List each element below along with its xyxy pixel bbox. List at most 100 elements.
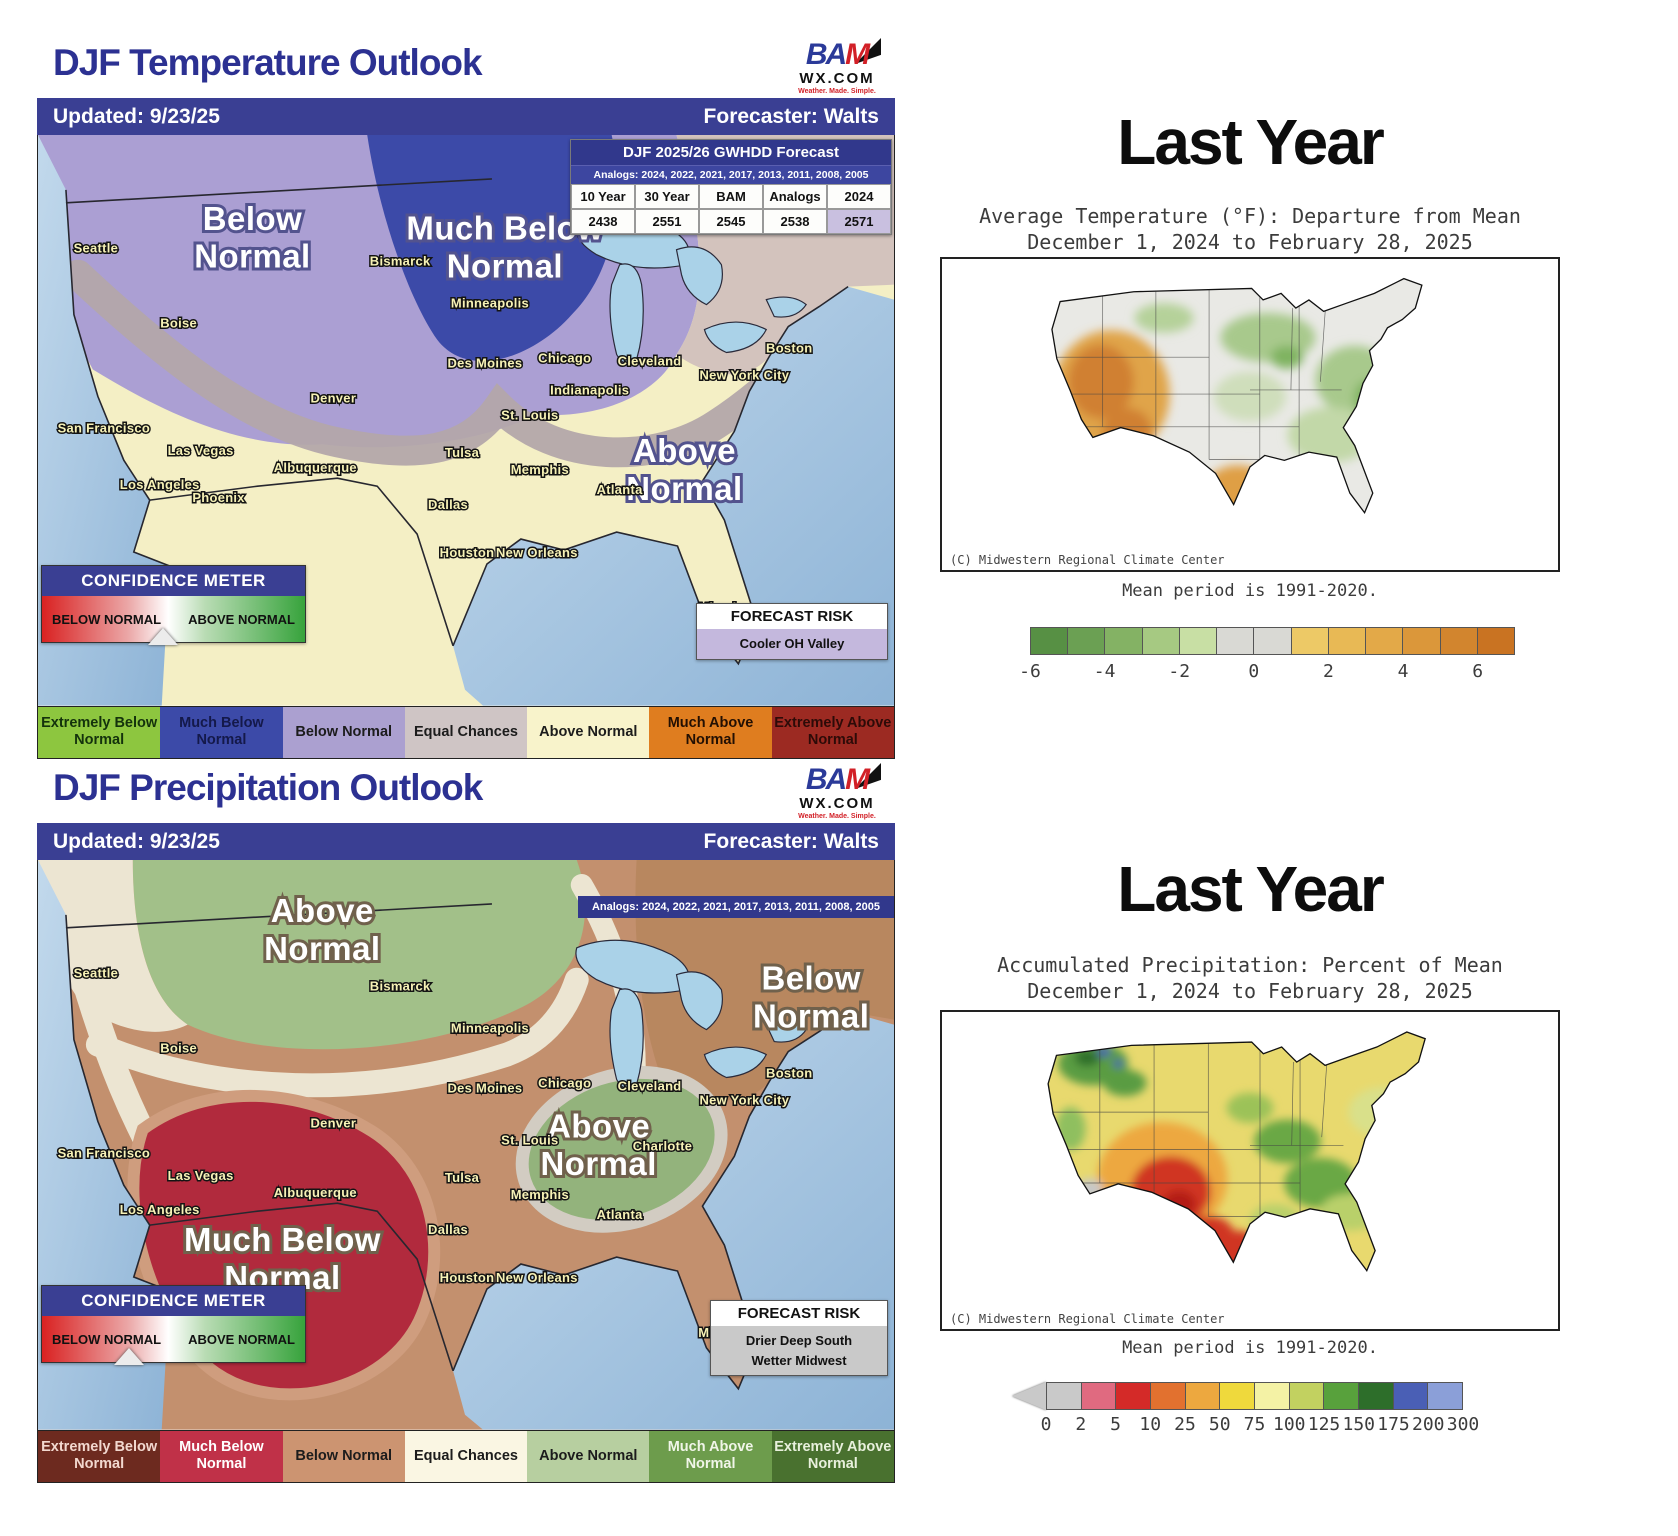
- colorbar-segment: [1366, 628, 1404, 654]
- city-label: Cleveland: [618, 1078, 682, 1093]
- last-year-temp-map: [1051, 277, 1423, 515]
- colorbar-segment: [1116, 1383, 1152, 1409]
- city-label: Houston: [440, 545, 495, 560]
- temperature-updated-label: Updated: 9/23/25: [53, 104, 220, 128]
- temperature-legend: Extremely Below Normal Much Below Normal B…: [38, 705, 894, 758]
- precipitation-title: DJF Precipitation Outlook: [53, 767, 483, 808]
- colorbar-segment: [1142, 628, 1180, 654]
- colorbar-left-arrow: [1012, 1382, 1046, 1410]
- city-label: Los Angeles: [120, 477, 200, 492]
- bamwx-logo-wx: WX.COM: [799, 70, 875, 87]
- legend-cell: Much Below Normal: [160, 1430, 283, 1482]
- colorbar-segment: [1359, 1383, 1394, 1409]
- gwhdd-value: 2551: [635, 209, 699, 234]
- subtitle-line: Average Temperature (°F): Departure from…: [979, 204, 1521, 228]
- city-label: Denver: [310, 1115, 356, 1130]
- gwhdd-value: 2538: [763, 209, 827, 234]
- colorbar-tick-label: 10: [1139, 1414, 1162, 1435]
- city-label: Bismarck: [370, 979, 431, 994]
- legend-cell-label: Below Normal: [295, 1447, 393, 1464]
- subtitle-line: December 1, 2024 to February 28, 2025: [1027, 230, 1473, 254]
- city-label: Phoenix: [192, 490, 245, 505]
- precipitation-map-frame: Above Normal Below Normal Above Normal Much Be…: [37, 860, 895, 1483]
- climate-center-credit: (C) Midwestern Regional Climate Center: [950, 1312, 1225, 1326]
- legend-cell-label: Much Above Normal: [667, 1439, 754, 1473]
- legend-cell: Extremely Above Normal: [771, 1430, 894, 1482]
- last-year-temp-map-box: (C) Midwestern Regional Climate Center: [940, 257, 1560, 572]
- legend-cell: Above Normal: [527, 1430, 650, 1482]
- temperature-map-frame: Below Normal Much Below Normal Above Normal S…: [37, 135, 895, 759]
- colorbar-segment: [1081, 1383, 1117, 1409]
- legend-cell-label: Much Above Normal: [667, 715, 754, 749]
- forecast-risk-title: FORECAST RISK: [711, 1301, 887, 1326]
- great-lakes: [575, 939, 808, 1090]
- city-label: Cleveland: [618, 353, 682, 368]
- colorbar-tick-label: 125: [1307, 1414, 1341, 1435]
- city-label: Tulsa: [445, 1170, 480, 1185]
- city-label: Minneapolis: [451, 1021, 529, 1036]
- city-label: Seattle: [74, 241, 119, 256]
- city-label: Atlanta: [597, 482, 643, 497]
- region-label: Above Normal: [626, 432, 742, 507]
- city-label: Las Vegas: [168, 443, 234, 458]
- legend-cell-label: Much Below Normal: [179, 1439, 264, 1473]
- gwhdd-value: 2545: [699, 209, 763, 234]
- colorbar-tick-label: 150: [1342, 1414, 1376, 1435]
- forecast-risk-item: Drier Deep South: [745, 1333, 853, 1348]
- bamwx-logo-ba: BA: [805, 763, 847, 796]
- colorbar-tick-label: 0: [1040, 1414, 1052, 1435]
- colorbar-tick-label: 100: [1272, 1414, 1306, 1435]
- city-label: Bismarck: [370, 254, 431, 269]
- gwhdd-col-header: Analogs: [763, 184, 827, 209]
- temperature-forecaster-label: Forecaster: Walts: [703, 104, 879, 128]
- colorbar-segment: [1393, 1383, 1429, 1409]
- city-label: St. Louis: [501, 1132, 558, 1147]
- city-label: Chicago: [538, 1075, 591, 1090]
- region-label: Below Normal: [194, 200, 310, 275]
- legend-cell: Equal Chances: [404, 1430, 528, 1482]
- last-year-precip-subtitle: Accumulated Precipitation: Percent of Me…: [940, 952, 1560, 1004]
- colorbar-segment: [1289, 1383, 1325, 1409]
- state-borders: [1053, 1043, 1344, 1225]
- mean-period-note: Mean period is 1991-2020.: [1122, 581, 1378, 601]
- city-label: Las Vegas: [168, 1168, 234, 1183]
- colorbar-segment: [1047, 1383, 1082, 1409]
- city-label: Houston: [440, 1270, 495, 1285]
- region-label: Above Normal: [264, 892, 380, 967]
- legend-cell-label: Above Normal: [539, 1447, 638, 1464]
- bamwx-logo-wordmark: BAM: [781, 38, 893, 71]
- colorbar-segment: [1477, 628, 1515, 654]
- city-label: San Francisco: [58, 1145, 150, 1160]
- bamwx-logo-m: M: [845, 38, 870, 71]
- precipitation-confidence-meter: CONFIDENCE METER BELOW NORMAL ABOVE NORM…: [41, 1285, 306, 1365]
- colorbar-segment: [1255, 1383, 1290, 1409]
- precipitation-titlebar: DJF Precipitation Outlook BAM WX.COM Wea…: [37, 763, 895, 823]
- last-year-title: Last Year: [1117, 106, 1384, 178]
- legend-cell-label: Below Normal: [295, 723, 393, 740]
- colorbar-segment: [1440, 628, 1478, 654]
- city-label: Tulsa: [445, 445, 480, 460]
- city-label: Boise: [160, 316, 197, 331]
- city-label: Boston: [766, 1065, 812, 1080]
- city-label: Seattle: [74, 966, 119, 981]
- city-label: Denver: [310, 390, 356, 405]
- confidence-below-label: BELOW NORMAL: [52, 1331, 162, 1347]
- last-year-precip-map: [1047, 1031, 1426, 1272]
- gwhdd-col-header: BAM: [699, 184, 763, 209]
- temperature-updated-bar: Updated: 9/23/25 Forecaster: Walts: [37, 98, 895, 135]
- colorbar-tick-label: 25: [1174, 1414, 1196, 1435]
- confidence-gradient-bar: BELOW NORMAL ABOVE NORMAL: [42, 1316, 305, 1365]
- region-label: Below Normal: [753, 960, 869, 1035]
- colorbar-segment: [1328, 628, 1367, 654]
- colorbar-tick-label: -6: [1019, 661, 1041, 682]
- forecast-risk-item: Wetter Midwest: [751, 1352, 847, 1368]
- colorbar-tick-label: 6: [1472, 661, 1484, 682]
- forecast-risk-items: Drier Deep South Wetter Midwest: [711, 1326, 887, 1375]
- city-label: St. Louis: [501, 407, 558, 422]
- region-label: Above Normal: [541, 1107, 657, 1182]
- city-label: Dallas: [428, 497, 468, 512]
- city-label: Minneapolis: [451, 296, 529, 311]
- confidence-above-label: ABOVE NORMAL: [188, 611, 295, 627]
- city-label: Indianapolis: [550, 382, 629, 397]
